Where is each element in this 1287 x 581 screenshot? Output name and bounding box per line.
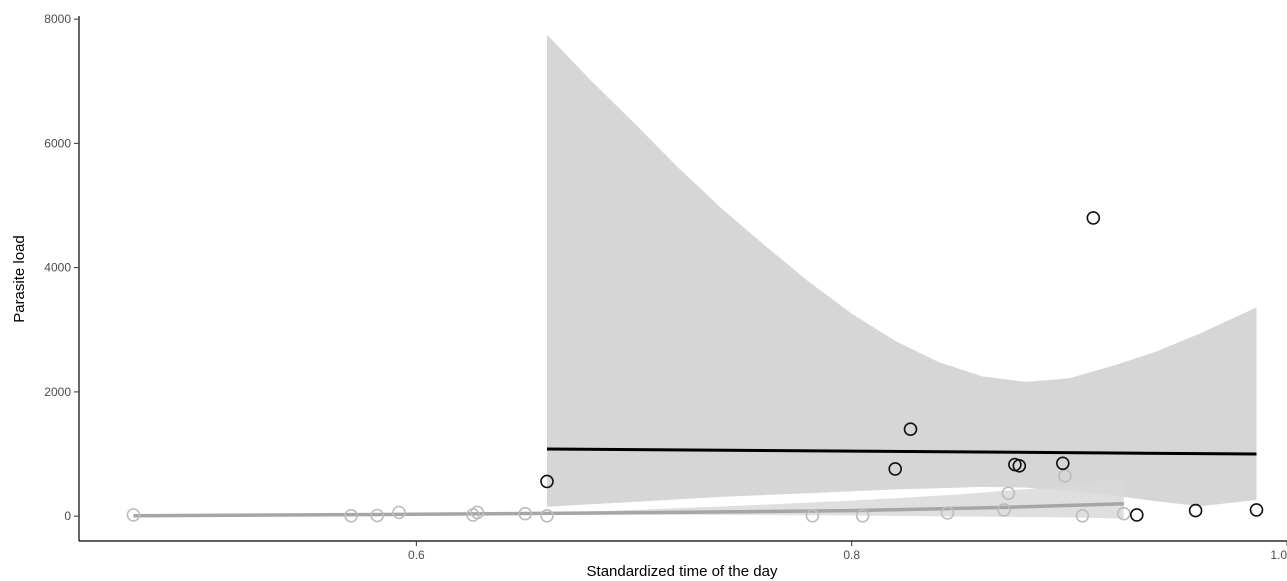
- y-axis: 0 2000 4000 6000 8000: [44, 12, 80, 541]
- data-point-series-2: [940, 506, 955, 520]
- y-axis-title: Parasite load: [11, 235, 28, 323]
- data-point-series-2: [540, 508, 554, 523]
- y-tick-label: 4000: [44, 261, 71, 275]
- x-axis-title: Standardized time of the day: [587, 563, 778, 580]
- data-point-series-2: [344, 508, 358, 523]
- data-point-series-1: [1056, 456, 1070, 471]
- data-point-series-1: [1130, 508, 1144, 522]
- y-tick-label: 0: [64, 509, 71, 523]
- data-point-series-1: [540, 474, 554, 489]
- x-tick-label: 0.6: [408, 548, 425, 562]
- confidence-bands: [133, 34, 1257, 519]
- ci-band-1: [547, 34, 1257, 507]
- fit-line-2: [133, 501, 1124, 518]
- data-point-series-2: [1001, 486, 1016, 501]
- data-point-series-2: [1058, 468, 1072, 483]
- x-axis: 0.6 0.8 1.0: [79, 540, 1287, 562]
- data-point-series-1: [1188, 503, 1203, 518]
- data-point-series-2: [470, 505, 485, 520]
- y-tick-label: 6000: [44, 136, 71, 150]
- data-point-series-1: [1086, 211, 1101, 225]
- fit-lines: [133, 447, 1257, 518]
- data-point-series-2: [518, 506, 533, 521]
- data-point-series-2: [1117, 506, 1131, 521]
- data-point-series-1: [903, 422, 918, 437]
- data-point-series-2: [126, 508, 141, 522]
- data-point-series-2: [370, 508, 385, 523]
- data-points: [126, 211, 1264, 523]
- data-point-series-2: [392, 505, 406, 520]
- fit-line-1: [546, 447, 1257, 456]
- data-point-series-1: [1012, 458, 1027, 473]
- data-point-series-1: [1249, 503, 1264, 517]
- data-point-series-2: [1075, 508, 1090, 523]
- y-tick-label: 2000: [44, 385, 71, 399]
- data-point-series-1: [888, 462, 903, 476]
- y-tick-label: 8000: [44, 12, 71, 26]
- data-point-series-2: [805, 508, 820, 523]
- x-tick-label: 1.0: [1270, 548, 1287, 562]
- x-tick-label: 0.8: [843, 548, 860, 562]
- data-point-series-2: [855, 508, 870, 523]
- data-point-series-2: [997, 503, 1011, 517]
